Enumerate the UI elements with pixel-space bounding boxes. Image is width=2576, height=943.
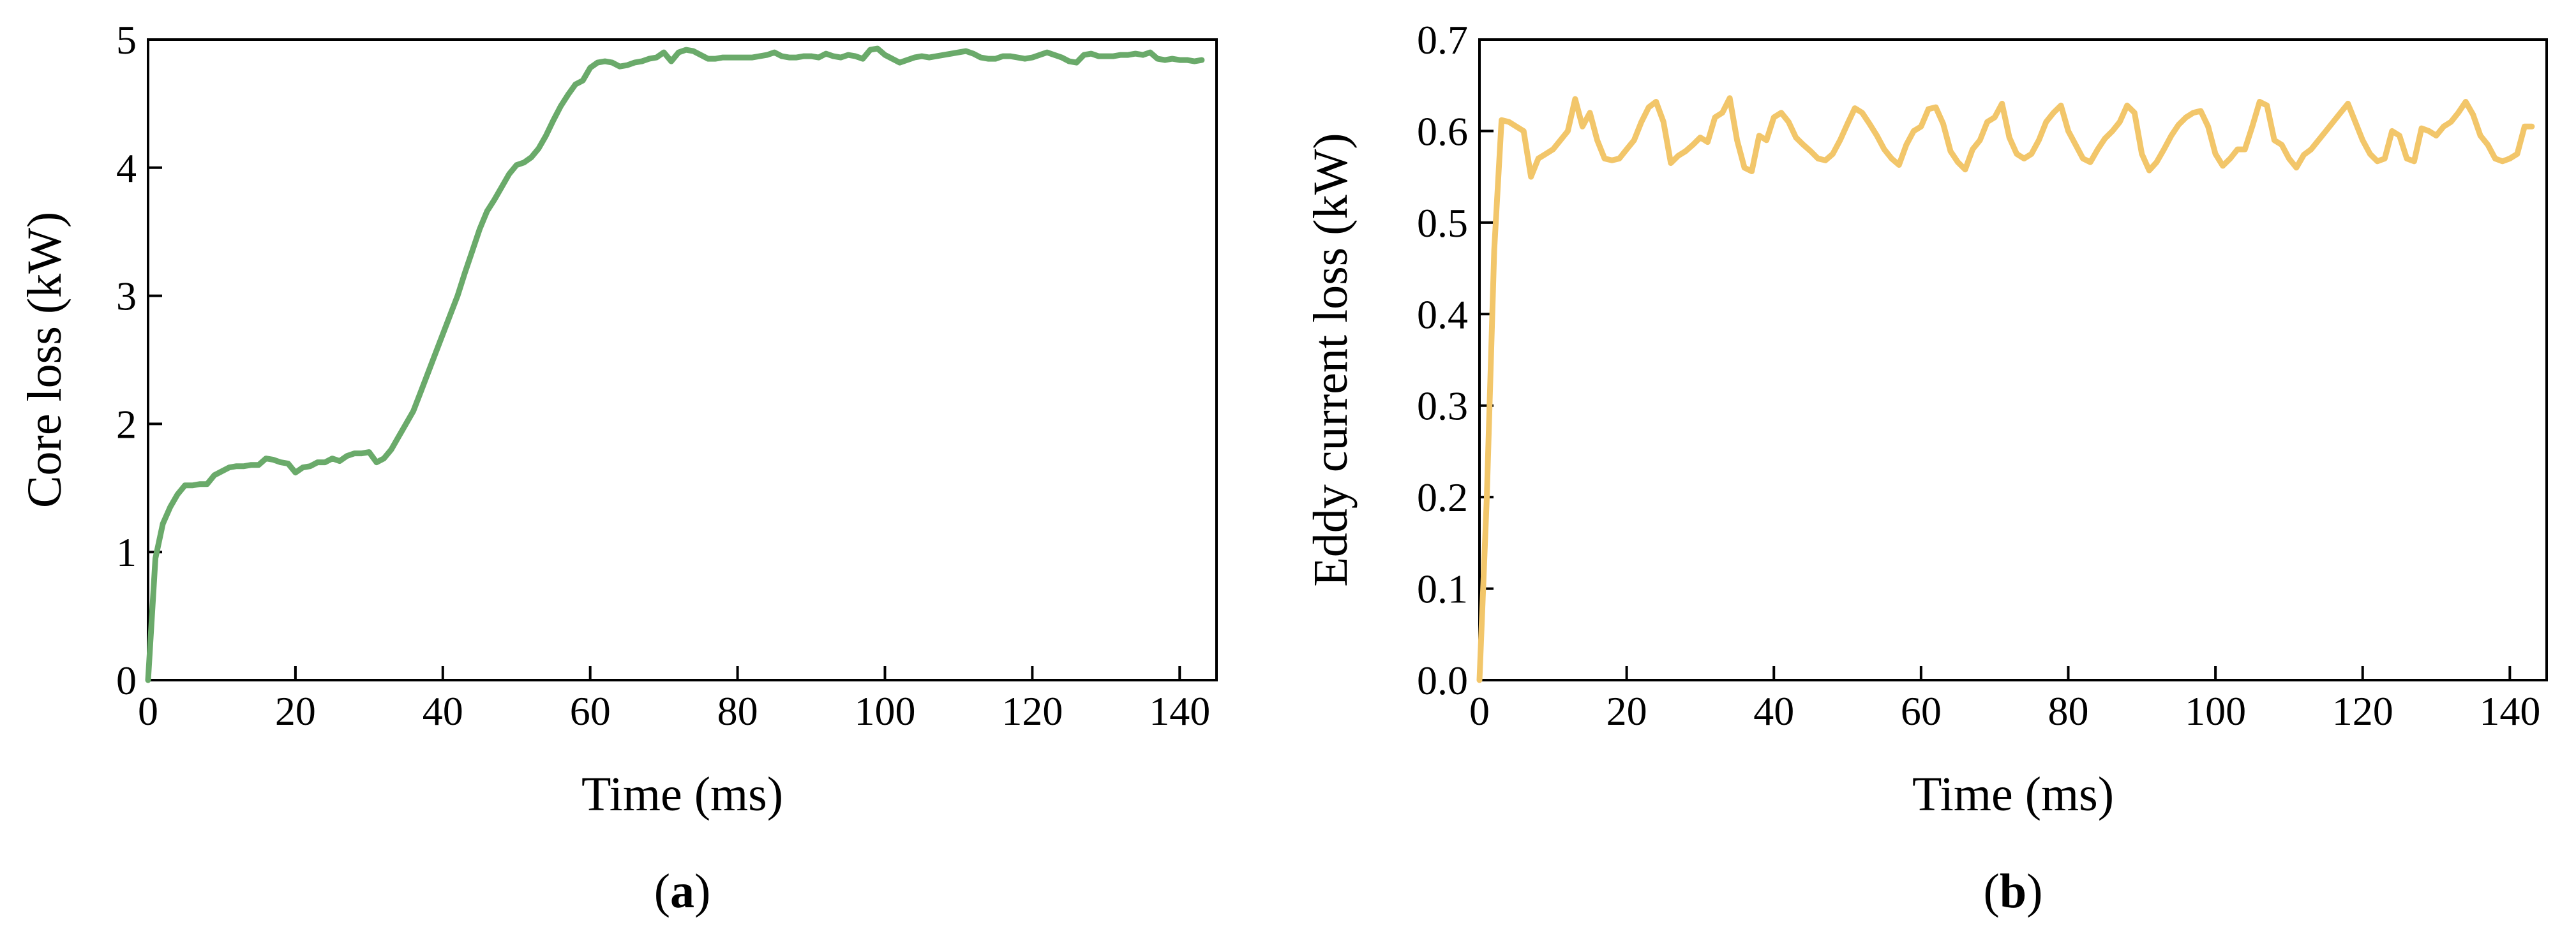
series-line [145, 45, 1205, 683]
y-tick-label: 0.0 [1417, 658, 1468, 703]
x-tick-label: 100 [854, 688, 915, 734]
x-tick-label: 140 [2479, 688, 2540, 734]
x-tick-label: 120 [2332, 688, 2393, 734]
x-tick-label: 60 [570, 688, 611, 734]
x-tick-label: 20 [275, 688, 316, 734]
y-tick-label: 0.1 [1417, 567, 1468, 612]
panel-b-chart: 0 20 40 60 80 100 120 140 0.0 0.1 0.2 0.3 0.4 0.5 0.6 0… [1304, 17, 2548, 918]
y-tick-label: 0 [116, 658, 137, 703]
panel-label: (b) [1984, 865, 2043, 918]
x-tick-label: 60 [1901, 688, 1942, 734]
panel-label-letter: b [2000, 865, 2026, 918]
y-tick-label: 0.5 [1417, 200, 1468, 246]
panel-label-letter: a [670, 865, 694, 918]
y-tick-label: 0.4 [1417, 292, 1468, 337]
x-axis-label: Time (ms) [581, 768, 783, 821]
panel-label: (a) [654, 865, 711, 918]
x-tick-label: 80 [2048, 688, 2088, 734]
x-tick-label: 20 [1606, 688, 1647, 734]
x-tick-label: 0 [1469, 688, 1490, 734]
x-axis-label: Time (ms) [1912, 768, 2114, 821]
y-tick-label: 4 [116, 145, 137, 191]
y-tick-label: 0.2 [1417, 475, 1468, 520]
y-tick-label: 0.3 [1417, 383, 1468, 429]
y-tick-label: 2 [116, 401, 137, 447]
x-tick-label: 80 [717, 688, 758, 734]
panel-a-chart: 0 20 40 60 80 100 120 140 0 1 2 3 4 5 Time (ms) Core lo… [18, 17, 1218, 918]
y-tick-label: 1 [116, 530, 137, 575]
x-tick-label: 120 [1001, 688, 1063, 734]
y-axis-label: Eddy current loss (kW) [1304, 133, 1358, 586]
y-tick-label: 3 [116, 274, 137, 319]
y-axis-label: Core loss (kW) [18, 212, 71, 508]
y-tick-label: 0.7 [1417, 17, 1468, 63]
x-tick-label: 140 [1149, 688, 1210, 734]
y-tick-label: 5 [116, 17, 137, 63]
plot-frame [147, 38, 1218, 681]
x-tick-label: 100 [2185, 688, 2246, 734]
x-tick-label: 40 [423, 688, 463, 734]
series-line [1476, 95, 2535, 683]
x-tick-label: 40 [1753, 688, 1794, 734]
y-tick-label: 0.6 [1417, 108, 1468, 154]
x-tick-label: 0 [138, 688, 158, 734]
plot-frame [1478, 38, 2548, 681]
